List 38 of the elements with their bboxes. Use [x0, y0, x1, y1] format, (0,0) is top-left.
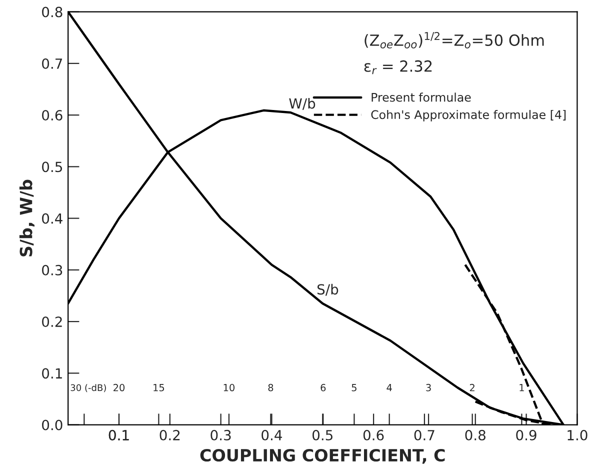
annotation: 8 [268, 384, 274, 392]
annotation: 10 [224, 384, 234, 392]
legend-label: Present formulae [372, 92, 471, 102]
y-tick-label: 0.0 [42, 420, 62, 430]
x-tick-label: 1.0 [568, 430, 588, 440]
x-tick-label: 0.4 [262, 430, 282, 440]
annotation: 15 [154, 384, 164, 392]
legend-label: Cohn's Approximate formulae [4] [371, 110, 566, 122]
y-tick-label: 0.1 [42, 368, 62, 379]
x-tick-label: 0.3 [210, 430, 231, 440]
y-tick-label: 0.8 [42, 6, 62, 18]
x-tick-label: 0.1 [108, 430, 129, 440]
annotation: 4 [386, 384, 392, 392]
x-tick-label: 0.6 [363, 430, 384, 440]
x-tick-label: 0.8 [465, 430, 486, 440]
y-axis-title: S/b, W/b [19, 180, 34, 256]
annotation: 30 (-dB) [70, 384, 106, 392]
x-tick-label: 0.2 [160, 430, 180, 440]
annotation: W/b [289, 98, 316, 110]
y-tick-label: 0.7 [42, 58, 62, 69]
annotation: 20 [114, 384, 125, 392]
x-tick-label: 0.7 [414, 430, 434, 440]
x-axis-title: COUPLING COEFFICIENT, C [200, 448, 445, 464]
x-tick-label: 0.9 [516, 430, 536, 440]
x-tick-label: 0.5 [312, 430, 332, 440]
y-tick-label: 0.6 [42, 110, 62, 121]
text: (Z$_{oe}$Z$_{oo}$)$^{1/2}$=Z$_{o}$=50 Ohm [364, 32, 544, 48]
y-tick-label: 0.4 [42, 213, 62, 224]
y-tick-label: 0.2 [42, 316, 62, 328]
annotation: 3 [426, 384, 431, 392]
annotation: ε$_{r}$ = 2.32 [364, 60, 432, 74]
annotation: 6 [320, 384, 326, 392]
annotation: S/b [317, 284, 338, 296]
y-tick-label: 0.3 [42, 264, 62, 276]
annotation: 1 [520, 384, 524, 392]
y-tick-label: 0.5 [42, 162, 62, 172]
annotation: 2 [470, 384, 474, 392]
annotation: 5 [352, 384, 356, 392]
